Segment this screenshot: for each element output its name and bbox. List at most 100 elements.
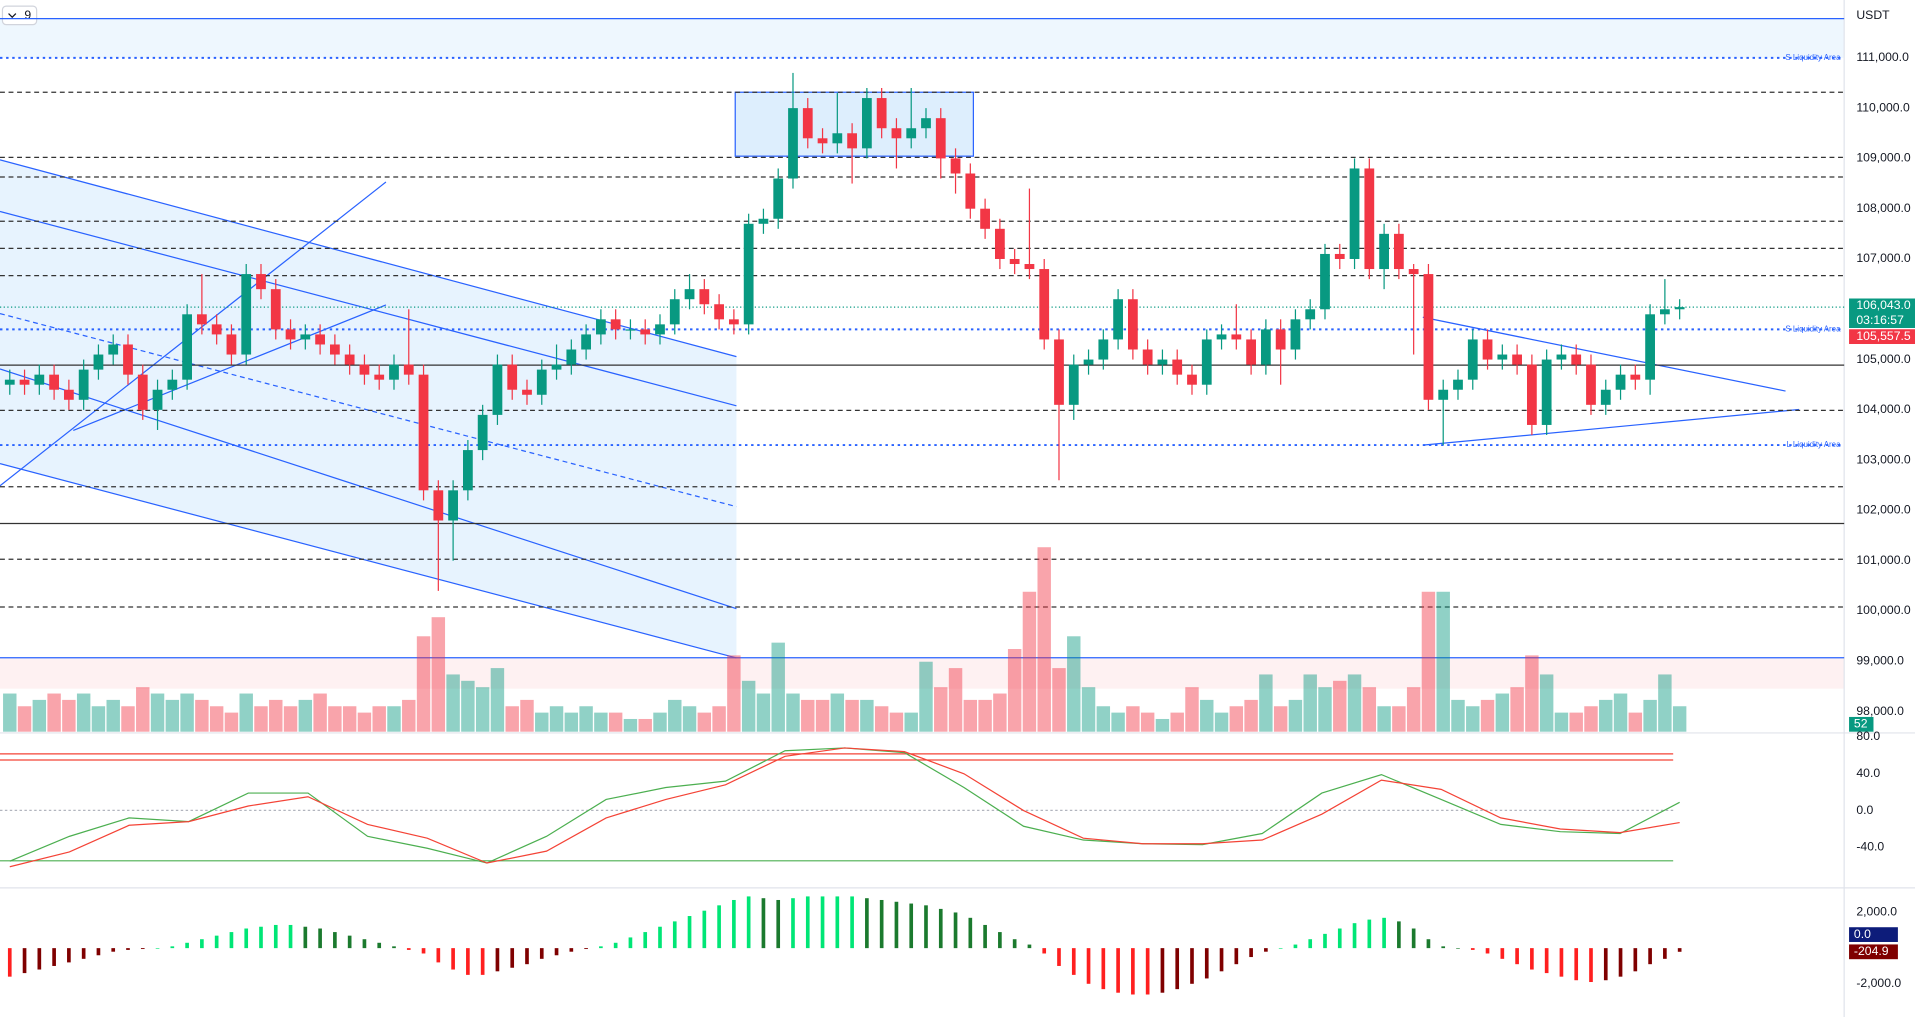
volume-bar — [283, 706, 298, 732]
candle-body — [1290, 319, 1301, 350]
macd-bar — [1633, 948, 1638, 972]
macd-bar — [687, 916, 692, 949]
macd-bar — [1308, 939, 1313, 949]
volume-bar — [1081, 687, 1096, 732]
candle-body — [1482, 339, 1493, 360]
macd-bar — [1116, 948, 1120, 993]
volume-bar — [948, 668, 963, 732]
volume-bar — [357, 712, 372, 732]
volume-bar — [328, 706, 342, 732]
macd-bar — [1131, 948, 1135, 995]
candle-body — [152, 389, 163, 410]
macd-bar — [1352, 923, 1357, 949]
candle-body — [728, 319, 739, 325]
macd-bar — [1160, 948, 1165, 993]
volume-bar — [860, 699, 874, 732]
macd-bar — [288, 924, 293, 949]
volume-bar — [1451, 699, 1465, 732]
y-tick-label: 110,000.0 — [1856, 100, 1910, 114]
volume-bar — [1377, 706, 1391, 732]
macd-bar — [1589, 948, 1593, 983]
volume-bar — [919, 661, 933, 732]
candle-body — [935, 118, 946, 159]
candle-body — [389, 364, 399, 380]
volume-bar — [564, 712, 579, 732]
macd-tick-label: 2,000.0 — [1856, 905, 1897, 919]
macd-bar — [628, 937, 633, 949]
volume-bar — [121, 706, 135, 732]
macd-bar — [850, 896, 854, 949]
volume-bar — [180, 693, 194, 732]
y-tick-label: 107,000.0 — [1856, 251, 1910, 265]
volume-bar — [1126, 706, 1140, 732]
volume-bar — [668, 699, 682, 732]
macd-bar — [377, 942, 382, 949]
countdown: 03:16:57 — [1856, 313, 1904, 327]
candle-body — [4, 379, 15, 385]
volume-bar — [1007, 649, 1022, 732]
macd-bar — [643, 932, 648, 949]
candle-body — [63, 389, 74, 400]
volume-bar — [549, 706, 564, 732]
trendline — [1422, 316, 1786, 392]
candle-body — [1275, 329, 1286, 350]
volume-bar — [963, 699, 978, 732]
candle-body — [1216, 334, 1227, 340]
candle-body — [329, 344, 340, 355]
candle-body — [19, 379, 30, 385]
volume-bar — [342, 706, 357, 732]
macd-bar — [1086, 948, 1091, 984]
macd-bar — [879, 899, 884, 949]
candle-body — [640, 329, 651, 335]
volume-bar — [1421, 591, 1436, 732]
candle-body — [507, 364, 518, 390]
price-tag — [1849, 298, 1915, 329]
volume-bar — [1067, 636, 1081, 732]
volume-bar — [1096, 706, 1111, 732]
macd-bar — [1293, 944, 1298, 949]
macd-bar — [1027, 944, 1032, 949]
osc-tick-label: 80.0 — [1856, 729, 1880, 743]
macd-bar — [126, 948, 130, 950]
macd-bar — [554, 948, 559, 956]
candle-body — [1659, 309, 1670, 315]
collapse-button[interactable]: 9 — [1, 5, 38, 26]
indicator-count[interactable]: 9 — [24, 8, 31, 22]
volume-bar — [904, 712, 918, 732]
volume-bar — [1436, 591, 1450, 732]
currency-label: USDT — [1856, 8, 1890, 22]
macd-bar — [1012, 939, 1017, 949]
volume-bar — [993, 693, 1007, 732]
candle-body — [847, 133, 857, 149]
candle-body — [1305, 309, 1316, 320]
volume-bar — [845, 699, 859, 732]
macd-bar — [761, 898, 766, 949]
macd-tag-label: 0.0 — [1854, 927, 1871, 941]
liquidity-zone — [0, 657, 1845, 689]
volume-bar — [815, 699, 830, 732]
macd-bar — [1441, 946, 1446, 949]
volume-bar — [62, 699, 76, 732]
macd-bar — [1337, 928, 1342, 949]
button-frame[interactable] — [1, 5, 38, 26]
macd-bar — [333, 932, 337, 949]
candle-body — [196, 314, 207, 325]
channel-fill — [0, 159, 737, 658]
macd-bar — [702, 910, 707, 949]
macd-bar — [81, 948, 86, 959]
y-tick-label: 102,000.0 — [1856, 503, 1910, 517]
macd-bar — [1559, 948, 1564, 977]
candle-body — [78, 369, 89, 400]
candle-body — [1172, 359, 1183, 375]
macd-bar — [1190, 948, 1194, 984]
candle-body — [1615, 374, 1626, 390]
chevron[interactable] — [8, 13, 17, 19]
macd-bar — [909, 903, 914, 949]
macd-bar — [155, 948, 160, 949]
candle-body — [492, 364, 503, 415]
candle-body — [743, 223, 754, 325]
macd-bar — [1278, 948, 1283, 949]
volume-bar — [1613, 693, 1628, 732]
